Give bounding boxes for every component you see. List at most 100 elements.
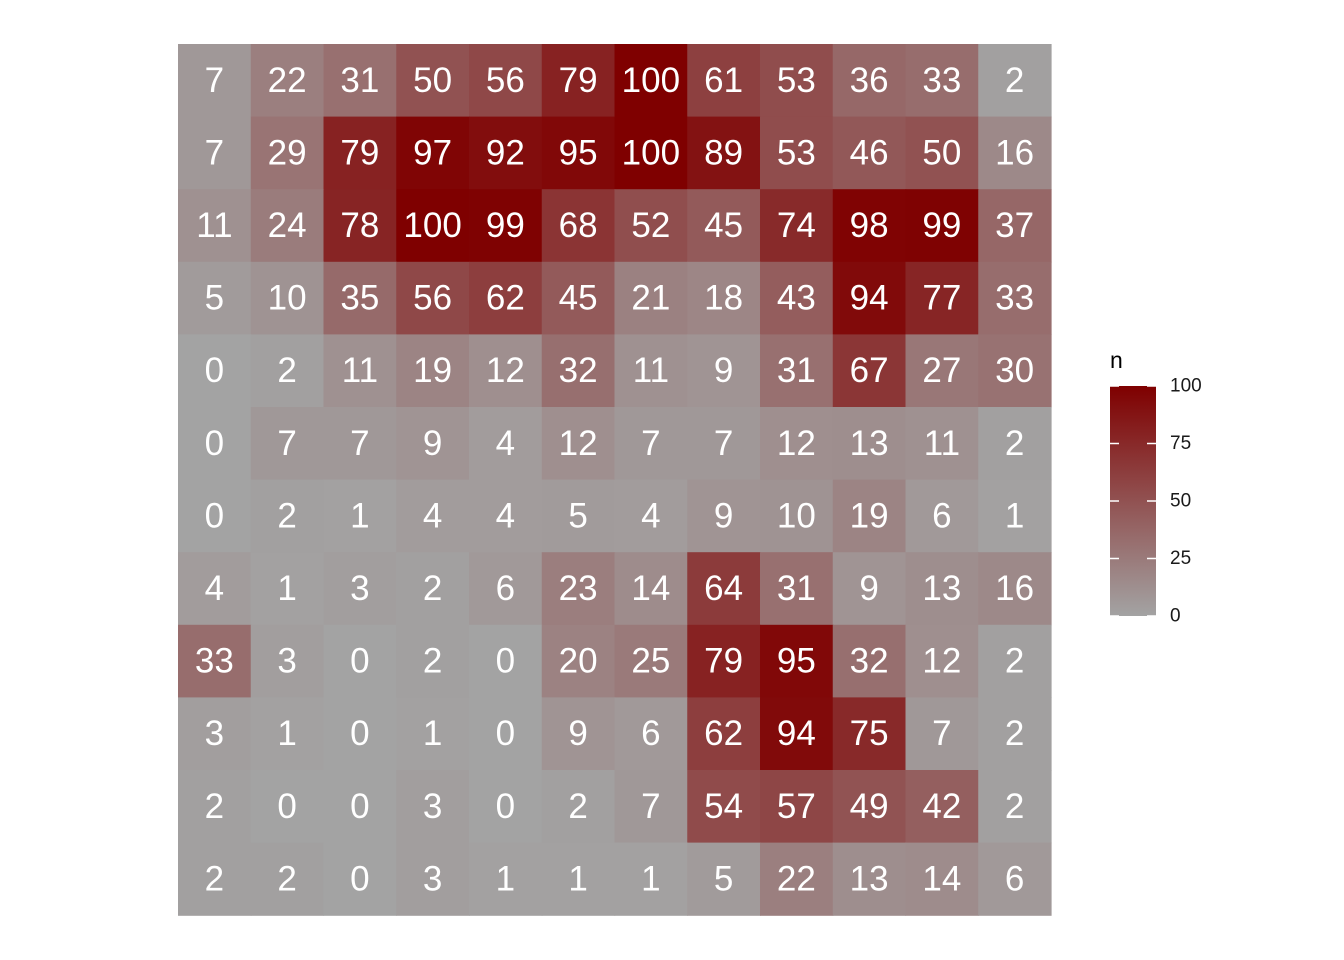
heatmap-cell-labels: 7 22 31 50 56 79 100 61 53 36 33 27 29 79 97 92 95 100 89 5… [195,61,1034,899]
heatmap-cell [832,189,907,263]
heatmap-cell [832,770,907,844]
heatmap-cell-label: 2 [1005,61,1024,100]
heatmap-cell-label: 0 [350,714,369,753]
heatmap-cell [687,261,761,335]
heatmap-cell [396,189,470,263]
heatmap-cell-label: 11 [342,351,378,390]
heatmap-cell [905,189,979,263]
heatmap-cell [687,697,761,771]
heatmap-cell [978,261,1052,335]
heatmap-cell-label: 79 [340,133,379,172]
heatmap-cell [178,770,252,844]
heatmap-cell-label: 2 [1005,787,1024,826]
heatmap-cell [687,407,761,481]
heatmap-cell-label: 33 [922,61,961,100]
heatmap-cell [687,842,761,916]
heatmap-cell [250,334,325,408]
heatmap-cells [178,44,1052,916]
heatmap-cell-label: 0 [496,787,515,826]
heatmap-cell-label: 13 [850,424,889,463]
heatmap-cell [541,842,616,916]
heatmap-cell-label: 22 [268,61,307,100]
heatmap-cell [178,842,252,916]
heatmap-cell-label: 0 [277,787,296,826]
heatmap-cell-label: 100 [622,61,680,100]
heatmap-cell-label: 2 [568,787,587,826]
heatmap-cell [832,44,907,118]
heatmap-cell-label: 1 [568,859,587,898]
heatmap-cell [178,44,252,118]
heatmap-cell [323,116,397,190]
heatmap-cell-label: 6 [496,569,515,608]
heatmap-cell-label: 9 [714,351,733,390]
heatmap-cell [469,116,543,190]
heatmap-cell-label: 4 [641,496,660,535]
heatmap-cell-label: 49 [850,787,889,826]
heatmap-cell-label: 3 [350,569,369,608]
heatmap-cell [323,407,397,481]
heatmap-cell [250,842,325,916]
heatmap-cell [614,479,688,553]
heatmap-cell-label: 94 [777,714,816,753]
heatmap-cell [178,697,252,771]
heatmap-cell [978,44,1052,118]
heatmap-cell [396,624,470,698]
heatmap-cell-label: 11 [924,424,960,463]
heatmap-cell [832,334,907,408]
heatmap-cell-label: 46 [850,133,889,172]
heatmap-cell [178,552,252,626]
heatmap-cell [323,261,397,335]
heatmap-cell-label: 99 [922,206,961,245]
heatmap-cell [905,334,979,408]
heatmap-cell-label: 7 [714,424,733,463]
heatmap-cell [614,842,688,916]
heatmap-cell [760,407,834,481]
heatmap-cell [469,407,543,481]
heatmap-cell [760,116,834,190]
heatmap-cell [905,261,979,335]
heatmap-cell [614,261,688,335]
heatmap-cell [396,44,470,118]
heatmap-cell [396,697,470,771]
heatmap-cell [541,697,616,771]
heatmap-cell-label: 74 [777,206,816,245]
heatmap-cell [250,189,325,263]
heatmap-cell-label: 64 [704,569,743,608]
heatmap-cell-label: 7 [205,133,224,172]
heatmap-cell-label: 14 [922,859,961,898]
heatmap-cell [250,116,325,190]
heatmap-cell [250,770,325,844]
heatmap-cell [469,189,543,263]
heatmap-cell-label: 24 [268,206,307,245]
heatmap-cell-label: 1 [1005,496,1024,535]
heatmap-cell [396,407,470,481]
heatmap-cell-label: 0 [350,787,369,826]
heatmap-cell-label: 23 [559,569,598,608]
heatmap-cell [250,44,325,118]
heatmap-cell [760,624,834,698]
heatmap-cell [905,770,979,844]
heatmap-cell-label: 5 [205,279,224,318]
heatmap-cell [687,334,761,408]
heatmap-cell-label: 3 [423,859,442,898]
heatmap-cell [978,770,1052,844]
heatmap-cell-label: 2 [423,569,442,608]
heatmap-cell [905,552,979,626]
heatmap-cell-label: 67 [850,351,889,390]
heatmap-cell-label: 9 [859,569,878,608]
heatmap-cell-label: 0 [496,714,515,753]
heatmap-cell-label: 22 [777,859,816,898]
heatmap-cell-label: 77 [922,279,961,318]
heatmap-cell [396,116,470,190]
heatmap-cell [832,479,907,553]
heatmap-cell-label: 54 [704,787,743,826]
heatmap-cell-label: 62 [486,279,525,318]
heatmap-cell-label: 1 [277,714,296,753]
heatmap-cell [178,479,252,553]
heatmap-cell [250,552,325,626]
heatmap-cell [760,189,834,263]
heatmap-cell-label: 52 [631,206,670,245]
legend: n 0 25 50 75 100 [1110,347,1202,627]
heatmap-cell-label: 6 [932,496,951,535]
heatmap-cell [978,552,1052,626]
